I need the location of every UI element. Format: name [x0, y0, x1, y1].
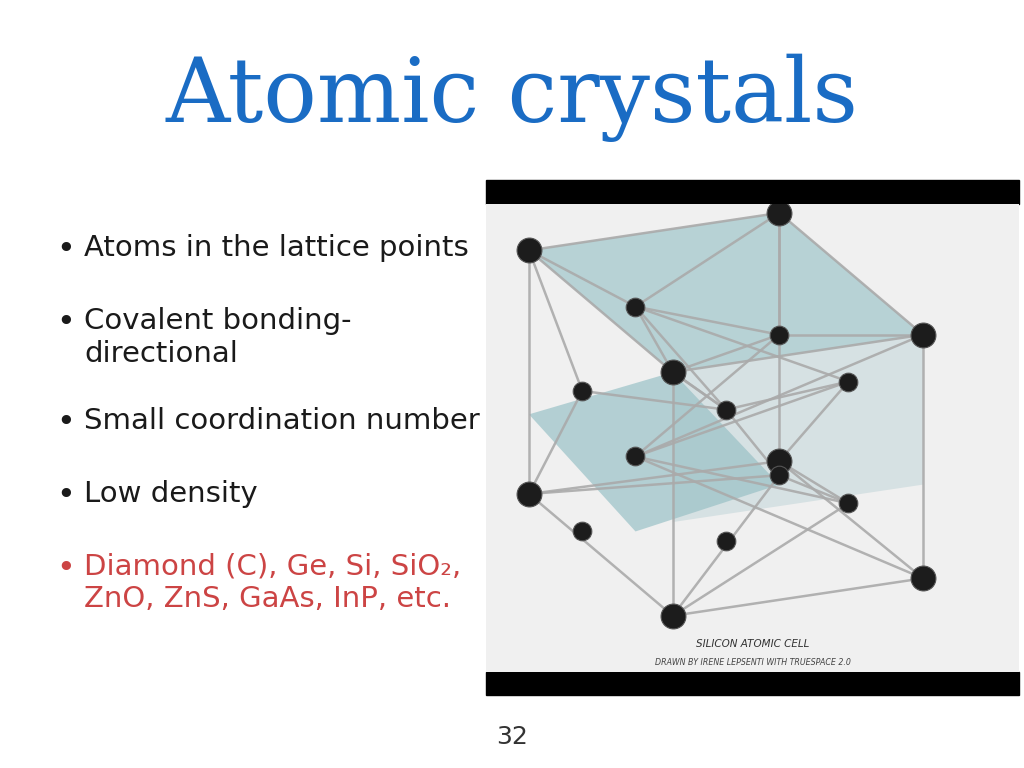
- Text: DRAWN BY IRENE LEPSENTI WITH TRUESPACE 2.0: DRAWN BY IRENE LEPSENTI WITH TRUESPACE 2…: [654, 658, 851, 667]
- Text: •: •: [56, 480, 75, 511]
- Bar: [486, 180, 1019, 204]
- Text: Low density: Low density: [84, 480, 258, 508]
- Text: Covalent bonding-
directional: Covalent bonding- directional: [84, 307, 351, 368]
- Bar: [486, 672, 1019, 695]
- Point: [574, 525, 591, 538]
- Point: [665, 610, 681, 622]
- Text: 32: 32: [496, 725, 528, 750]
- Point: [914, 572, 931, 584]
- Point: [771, 329, 787, 341]
- Point: [771, 455, 787, 467]
- Text: •: •: [56, 234, 75, 265]
- Point: [771, 469, 787, 482]
- Text: •: •: [56, 407, 75, 438]
- Text: Atomic crystals: Atomic crystals: [166, 54, 858, 142]
- Point: [628, 450, 644, 462]
- Polygon shape: [673, 335, 923, 522]
- Text: SILICON ATOMIC CELL: SILICON ATOMIC CELL: [696, 639, 809, 649]
- Text: •: •: [56, 553, 75, 584]
- Point: [841, 497, 857, 509]
- Point: [521, 488, 538, 500]
- Point: [841, 376, 857, 388]
- Text: •: •: [56, 307, 75, 338]
- Point: [521, 244, 538, 257]
- Point: [628, 300, 644, 313]
- Point: [718, 535, 734, 547]
- Point: [914, 329, 931, 341]
- Text: Diamond (C), Ge, Si, SiO₂,
ZnO, ZnS, GaAs, InP, etc.: Diamond (C), Ge, Si, SiO₂, ZnO, ZnS, GaA…: [84, 553, 461, 614]
- Point: [718, 403, 734, 415]
- Polygon shape: [529, 372, 779, 531]
- Text: Small coordination number: Small coordination number: [84, 407, 479, 435]
- Point: [771, 207, 787, 219]
- Point: [665, 366, 681, 379]
- Polygon shape: [529, 213, 923, 372]
- Point: [574, 385, 591, 397]
- Text: Atoms in the lattice points: Atoms in the lattice points: [84, 234, 469, 262]
